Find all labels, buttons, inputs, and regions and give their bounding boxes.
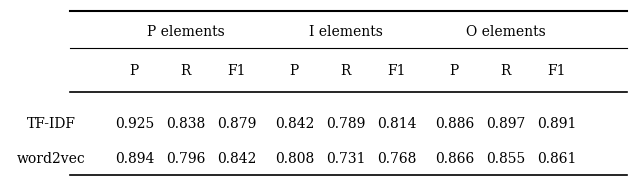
Text: 0.894: 0.894 xyxy=(115,152,154,166)
Text: word2vec: word2vec xyxy=(17,152,86,166)
Text: R: R xyxy=(180,64,191,78)
Text: 0.891: 0.891 xyxy=(537,117,577,131)
Text: R: R xyxy=(500,64,511,78)
Text: P elements: P elements xyxy=(147,25,225,39)
Text: 0.796: 0.796 xyxy=(166,152,205,166)
Text: P: P xyxy=(290,64,299,78)
Text: 0.838: 0.838 xyxy=(166,117,205,131)
Text: 0.768: 0.768 xyxy=(377,152,417,166)
Text: 0.897: 0.897 xyxy=(486,117,525,131)
Text: F1: F1 xyxy=(388,64,406,78)
Text: 0.866: 0.866 xyxy=(435,152,474,166)
Text: 0.861: 0.861 xyxy=(537,152,577,166)
Text: P: P xyxy=(130,64,139,78)
Text: F1: F1 xyxy=(228,64,246,78)
Text: 0.808: 0.808 xyxy=(275,152,314,166)
Text: 0.731: 0.731 xyxy=(326,152,365,166)
Text: 0.842: 0.842 xyxy=(275,117,314,131)
Text: 0.814: 0.814 xyxy=(377,117,417,131)
Text: 0.842: 0.842 xyxy=(217,152,257,166)
Text: 0.886: 0.886 xyxy=(435,117,474,131)
Text: TF-IDF: TF-IDF xyxy=(27,117,76,131)
Text: P: P xyxy=(450,64,459,78)
Text: I elements: I elements xyxy=(308,25,383,39)
Text: R: R xyxy=(340,64,351,78)
Text: O elements: O elements xyxy=(466,25,545,39)
Text: 0.879: 0.879 xyxy=(217,117,257,131)
Text: 0.855: 0.855 xyxy=(486,152,525,166)
Text: 0.789: 0.789 xyxy=(326,117,365,131)
Text: F1: F1 xyxy=(548,64,566,78)
Text: 0.925: 0.925 xyxy=(115,117,154,131)
